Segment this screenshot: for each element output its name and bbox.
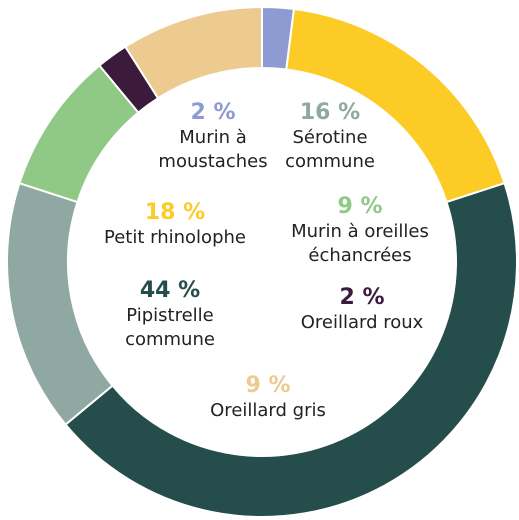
segment-label: 2 % Murin à moustaches — [153, 100, 273, 174]
category-label: Murin à moustaches — [158, 127, 268, 172]
category-label: Murin à oreilles échancrées — [291, 221, 429, 266]
segment-label: 2 % Oreillard roux — [282, 285, 442, 335]
segment-label: 44 % Pipistrelle commune — [105, 278, 235, 352]
segment — [123, 5, 263, 100]
percent-label: 44 % — [139, 278, 201, 303]
category-label: Petit rhinolophe — [104, 227, 246, 248]
segment-label: 9 % Oreillard gris — [168, 373, 368, 423]
percent-label: 2 % — [190, 100, 236, 125]
segment-label: 9 % Murin à oreilles échancrées — [280, 194, 440, 268]
percent-label: 9 % — [245, 373, 291, 398]
segment — [64, 181, 518, 518]
percent-label: 18 % — [144, 200, 206, 225]
category-label: Oreillard gris — [210, 400, 326, 421]
segment-label: 16 % Sérotine commune — [270, 100, 390, 174]
category-label: Sérotine commune — [285, 127, 375, 172]
percent-label: 16 % — [299, 100, 361, 125]
category-label: Oreillard roux — [300, 312, 424, 333]
category-label: Pipistrelle commune — [125, 305, 215, 350]
segment-label: 18 % Petit rhinolophe — [85, 200, 265, 250]
percent-label: 2 % — [339, 285, 385, 310]
percent-label: 9 % — [337, 194, 383, 219]
